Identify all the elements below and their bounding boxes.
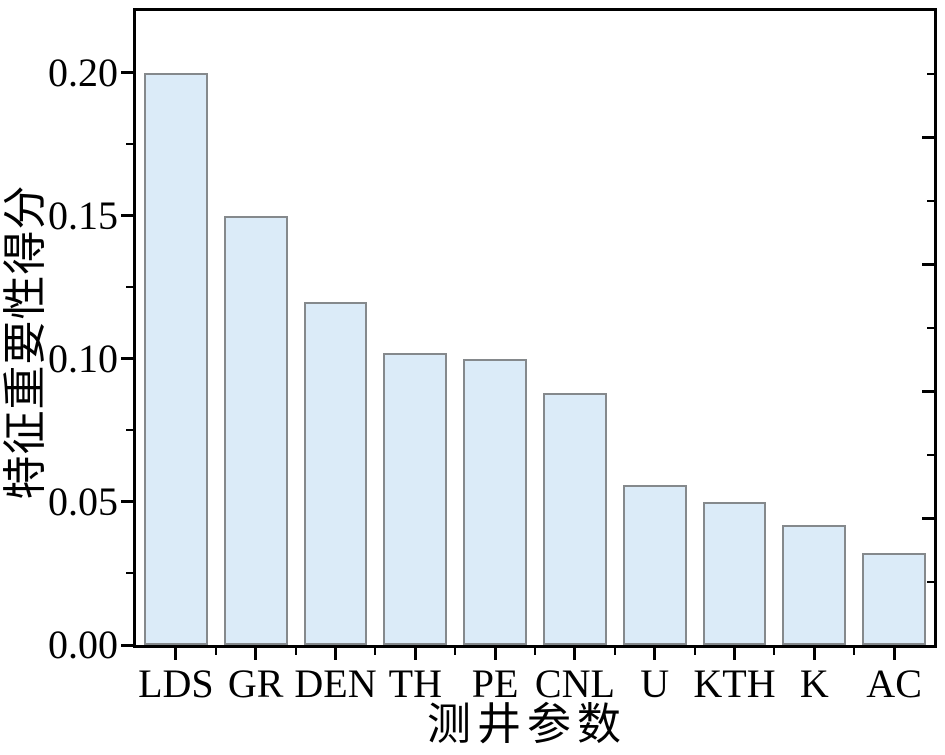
y-major-tick	[121, 214, 133, 218]
x-major-tick	[493, 648, 497, 660]
bar-GR	[223, 215, 288, 645]
right-major-tick	[922, 263, 934, 267]
x-minor-tick	[374, 648, 377, 655]
x-major-tick	[413, 648, 417, 660]
right-major-tick	[922, 516, 934, 520]
x-tick-label-DEN: DEN	[294, 661, 377, 706]
x-minor-tick	[534, 648, 536, 655]
bar-TH	[383, 353, 448, 645]
x-tick-label-K: K	[799, 661, 829, 706]
x-tick-label-PE: PE	[471, 661, 519, 706]
x-minor-tick	[853, 648, 856, 655]
y-major-tick	[121, 71, 133, 75]
x-minor-tick	[294, 648, 297, 655]
bar-KTH	[702, 501, 767, 645]
y-tick-label-0.20: 0.20	[48, 49, 118, 95]
y-major-tick	[121, 500, 133, 504]
right-minor-tick	[927, 453, 934, 456]
right-minor-tick	[927, 200, 934, 203]
y-axis-title: 特征重要性得分	[1, 184, 50, 500]
bar-LDS	[143, 72, 208, 645]
x-major-tick	[254, 648, 258, 660]
y-minor-tick	[126, 286, 133, 289]
bar-DEN	[303, 301, 368, 645]
x-tick-label-KTH: KTH	[693, 661, 776, 706]
right-minor-tick	[927, 73, 934, 76]
x-minor-tick	[613, 648, 616, 655]
x-minor-tick	[693, 648, 696, 655]
x-tick-label-AC: AC	[866, 661, 922, 706]
x-tick-label-LDS: LDS	[138, 661, 214, 706]
bar-U	[622, 484, 687, 645]
right-minor-tick	[927, 327, 934, 329]
x-major-tick	[174, 648, 178, 660]
x-minor-tick	[454, 648, 457, 655]
x-axis-title: 测井参数	[427, 700, 627, 749]
bar-K	[782, 524, 847, 645]
x-major-tick	[812, 648, 816, 660]
y-tick-label-0.05: 0.05	[48, 478, 118, 524]
y-minor-tick	[126, 429, 133, 432]
y-major-tick	[121, 643, 133, 647]
x-minor-tick	[773, 648, 776, 655]
x-major-tick	[573, 648, 577, 660]
x-tick-label-GR: GR	[227, 661, 284, 706]
x-major-tick	[892, 648, 896, 660]
x-tick-label-U: U	[640, 661, 670, 706]
y-minor-tick	[126, 143, 133, 146]
bar-AC	[862, 553, 926, 645]
x-major-tick	[653, 648, 657, 660]
right-major-tick	[922, 389, 934, 393]
x-major-tick	[334, 648, 337, 660]
y-major-tick	[121, 357, 133, 361]
y-tick-label-0.10: 0.10	[48, 335, 118, 381]
y-tick-label-0.15: 0.15	[48, 192, 118, 238]
right-minor-tick	[927, 580, 934, 583]
right-major-tick	[922, 136, 934, 140]
y-minor-tick	[126, 572, 133, 575]
plot-area	[133, 8, 937, 648]
bar-CNL	[542, 393, 607, 645]
x-minor-tick	[214, 648, 217, 655]
x-tick-label-TH: TH	[388, 661, 442, 706]
bar-PE	[463, 358, 527, 645]
x-tick-label-CNL: CNL	[534, 661, 615, 706]
y-tick-label-0.00: 0.00	[48, 622, 118, 667]
x-major-tick	[733, 648, 736, 660]
